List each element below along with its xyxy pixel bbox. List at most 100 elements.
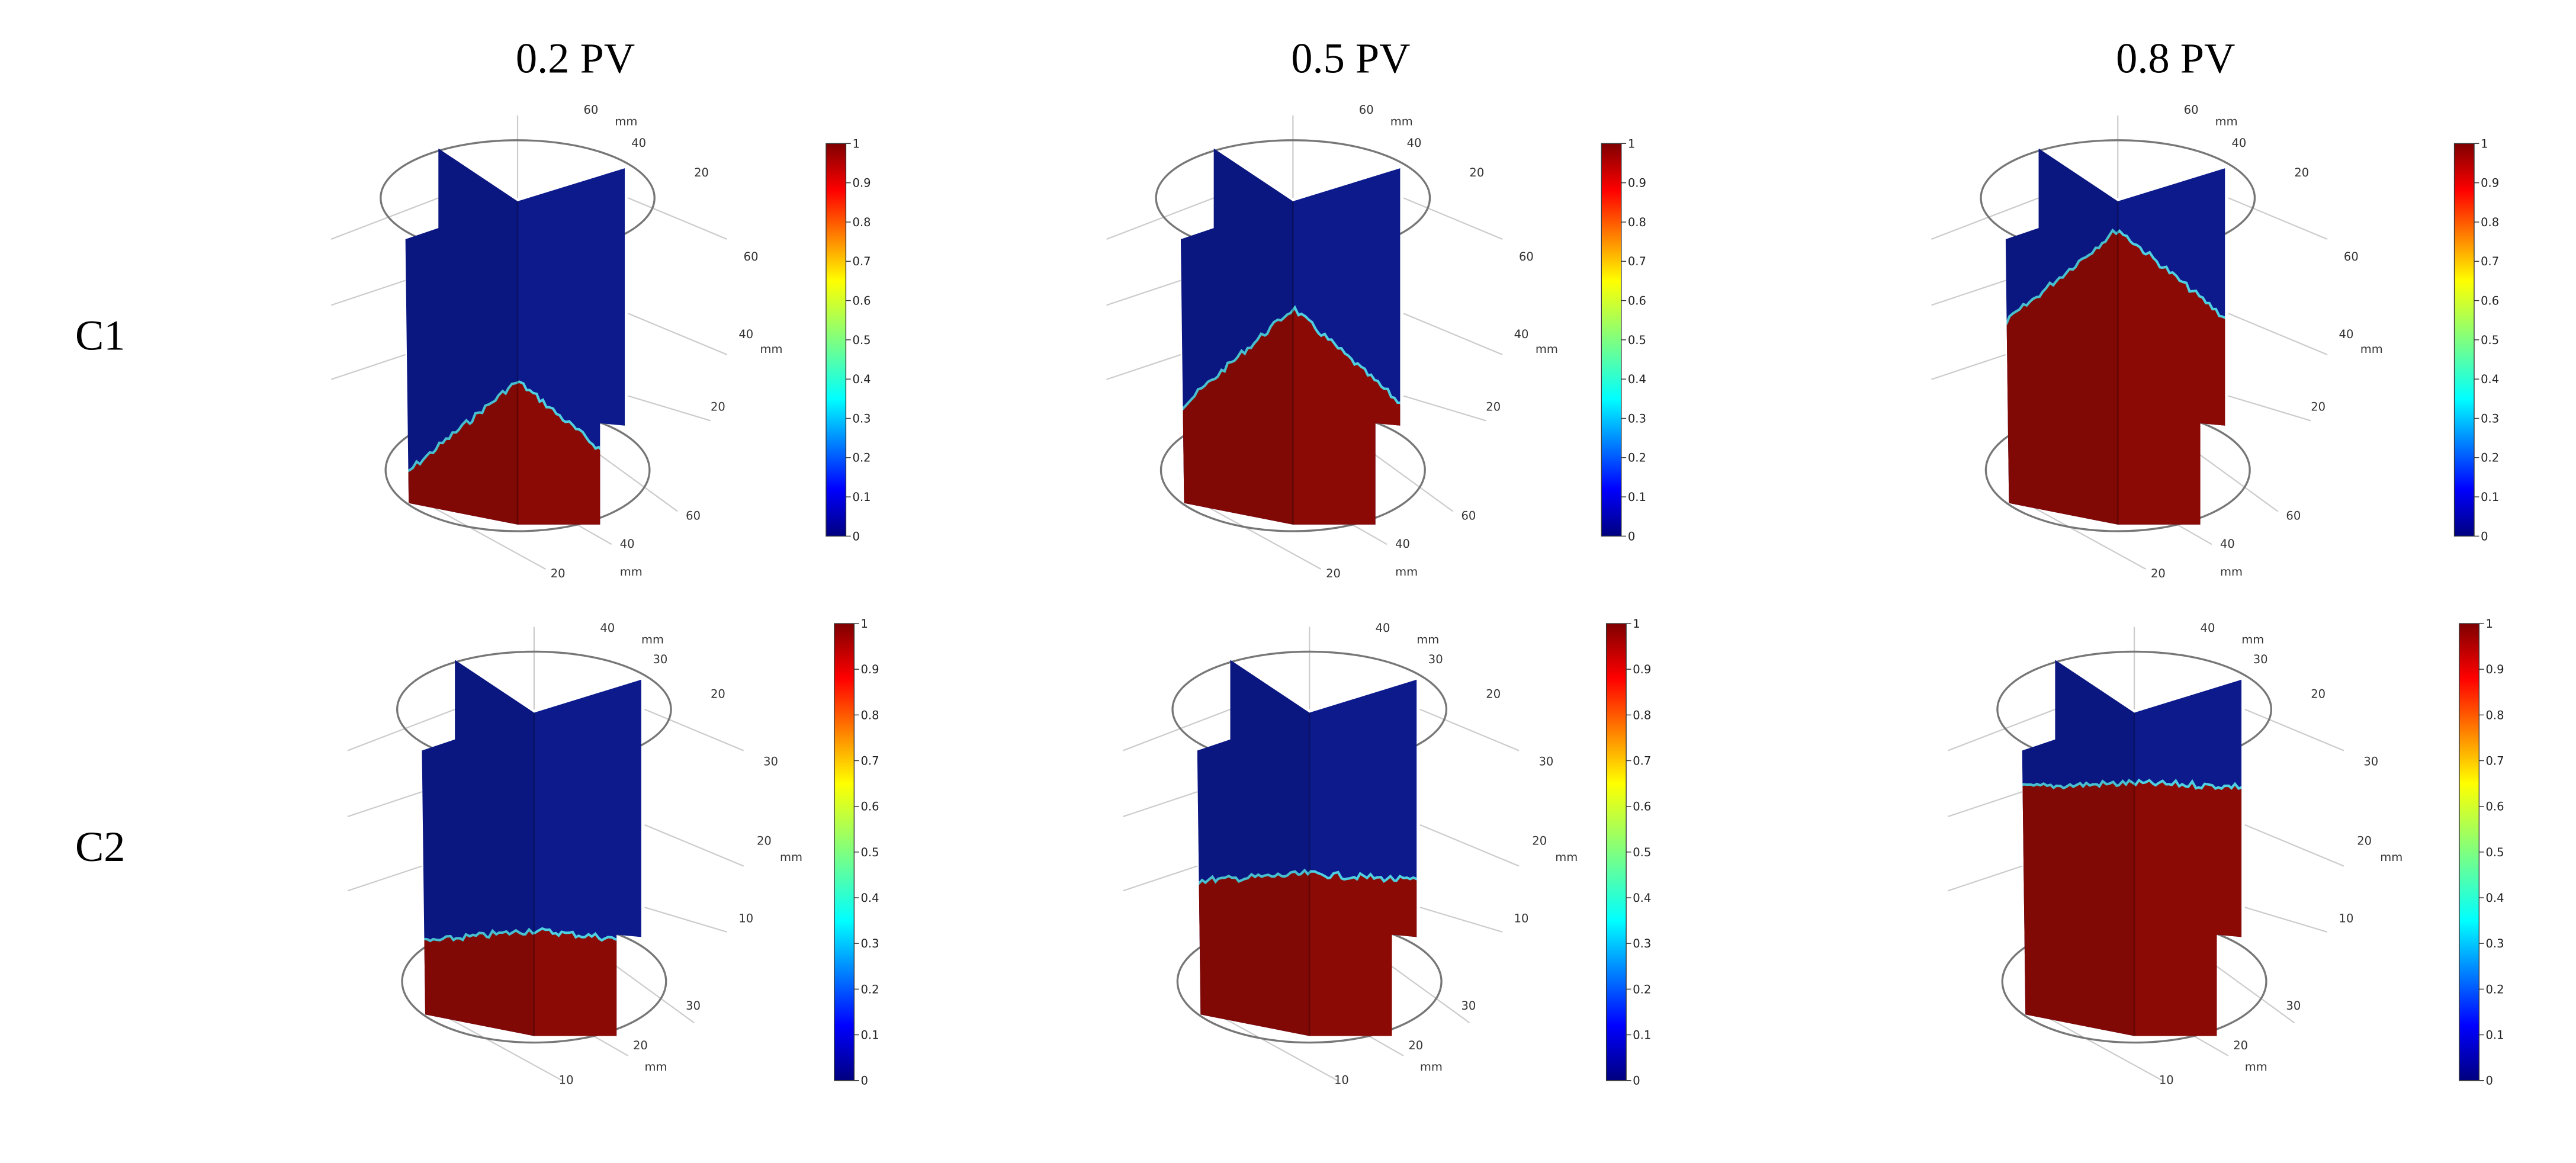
colorbar-tick-label: 0.9 bbox=[1633, 663, 1651, 676]
colorbar-tick-label: 0.7 bbox=[2481, 255, 2499, 268]
colorbar-tick-label: 0.1 bbox=[853, 490, 871, 504]
colorbar-tick-label: 0.2 bbox=[1628, 451, 1646, 465]
column-header: 0.8 PV bbox=[2116, 34, 2235, 82]
axis-tick-label: mm bbox=[645, 1060, 667, 1074]
colorbar bbox=[2453, 143, 2475, 537]
planes bbox=[2005, 148, 2225, 525]
row-label: C1 bbox=[75, 311, 126, 359]
axis-tick-label: 20 bbox=[2311, 687, 2326, 701]
colorbar-tick-label: 0.8 bbox=[1628, 216, 1646, 229]
axis-tick-label: mm bbox=[2380, 850, 2402, 864]
axis-tick-label: mm bbox=[1420, 1060, 1443, 1074]
axis-line bbox=[644, 907, 728, 933]
axis-line bbox=[1947, 791, 2023, 818]
axis-tick-label: mm bbox=[780, 850, 802, 864]
colorbar-tick-label: 0.8 bbox=[860, 708, 879, 722]
axis-tick-label: 20 bbox=[2311, 400, 2326, 414]
axis-line bbox=[1106, 354, 1181, 380]
colorbar-tick-label: 0.3 bbox=[860, 937, 879, 950]
colorbar-tick-label: 0.5 bbox=[853, 333, 871, 347]
colorbar-tick-label: 0 bbox=[2486, 1074, 2493, 1088]
axis-tick-label: 60 bbox=[1462, 509, 1476, 523]
red-phase bbox=[2005, 232, 2225, 525]
axis-line bbox=[2228, 313, 2328, 355]
axis-line bbox=[628, 197, 728, 240]
colorbar-tick-label: 0.7 bbox=[853, 255, 871, 268]
axis-tick-label: 20 bbox=[1326, 567, 1341, 580]
planes bbox=[1197, 660, 1417, 1036]
axis-line bbox=[1123, 708, 1231, 751]
axis-tick-label: mm bbox=[641, 632, 664, 646]
shade bbox=[2022, 660, 2135, 1036]
axis-tick-label: 10 bbox=[1334, 1073, 1349, 1087]
axis-tick-label: 20 bbox=[1408, 1039, 1423, 1052]
axis-tick-label: mm bbox=[620, 565, 643, 579]
colorbar-tick-label: 0.6 bbox=[860, 800, 879, 814]
colorbar-tick-label: 0.4 bbox=[853, 372, 871, 386]
colorbar-tick-label: 0.6 bbox=[2481, 294, 2499, 308]
axis-line bbox=[1931, 354, 2006, 380]
colorbar-tick-label: 0 bbox=[2481, 529, 2488, 543]
colorbar-tick-label: 1 bbox=[853, 137, 860, 150]
colorbar bbox=[1601, 143, 1622, 537]
colorbar bbox=[834, 623, 855, 1081]
panel: 40 mm 30 20 30 20 mm 10 30 20 mm 10 bbox=[1123, 621, 1578, 1087]
colorbar-tick-label: 0 bbox=[860, 1074, 868, 1088]
axis-tick-label: 40 bbox=[2220, 537, 2235, 551]
colorbar-tick-label: 0.7 bbox=[1628, 255, 1646, 268]
axis-line bbox=[347, 791, 422, 818]
colorbar bbox=[2459, 623, 2480, 1081]
axis-line bbox=[1123, 865, 1198, 892]
axis-line bbox=[2186, 445, 2279, 512]
axis-tick-label: 40 bbox=[620, 537, 635, 551]
axis-tick-label: mm bbox=[1417, 632, 1439, 646]
colorbar-tick-label: 0 bbox=[1633, 1074, 1640, 1088]
shade bbox=[405, 148, 518, 525]
colorbar-tick-label: 1 bbox=[1633, 617, 1640, 631]
axis-tick-label: 20 bbox=[2151, 567, 2166, 580]
axis-tick-label: mm bbox=[2241, 632, 2264, 646]
colorbar-tick-label: 0.9 bbox=[2481, 176, 2499, 190]
axis-line bbox=[1378, 956, 1470, 1024]
axis-tick-label: 60 bbox=[1359, 103, 1374, 117]
axis-tick-label: 30 bbox=[2363, 755, 2378, 769]
axis-line bbox=[2244, 907, 2328, 933]
panel: 40 mm 30 20 30 20 mm 10 30 20 mm 10 bbox=[347, 621, 802, 1087]
colorbar-tick-label: 0.1 bbox=[2486, 1029, 2504, 1042]
axis-tick-label: 40 bbox=[631, 136, 646, 150]
axis-tick-label: 10 bbox=[738, 911, 753, 925]
axis-tick-label: mm bbox=[1536, 342, 1558, 356]
colorbar-tick-label: 0.4 bbox=[1633, 891, 1651, 905]
colorbar-tick-label: 1 bbox=[2481, 137, 2488, 150]
colorbar-tick-label: 0.3 bbox=[1628, 412, 1646, 425]
axis-line bbox=[1947, 708, 2055, 751]
axis-tick-label: mm bbox=[760, 342, 783, 356]
panel: 60 mm 40 20 60 40 mm 20 60 40 20 mm bbox=[1931, 103, 2383, 580]
axis-line bbox=[1931, 197, 2039, 240]
axis-tick-label: 20 bbox=[694, 166, 709, 179]
axis-tick-label: 20 bbox=[1532, 834, 1547, 847]
axis-tick-label: 20 bbox=[711, 687, 725, 701]
axis-line bbox=[628, 313, 728, 355]
axis-tick-label: 40 bbox=[1376, 621, 1390, 635]
axis-line bbox=[1361, 445, 1454, 512]
axis-tick-label: mm bbox=[2360, 342, 2383, 356]
axis-line bbox=[2228, 197, 2328, 240]
axis-tick-label: 20 bbox=[711, 400, 725, 414]
axis-tick-label: 20 bbox=[1469, 166, 1484, 179]
colorbar-tick-label: 0.3 bbox=[1633, 937, 1651, 950]
axis-tick-label: 30 bbox=[1428, 653, 1443, 666]
colorbar-tick-label: 0.7 bbox=[860, 754, 879, 768]
colorbar-tick-label: 0.5 bbox=[1628, 333, 1646, 347]
colorbar-tick-label: 0.4 bbox=[2486, 891, 2504, 905]
axis-line bbox=[644, 708, 744, 751]
axis-tick-label: 20 bbox=[2294, 166, 2309, 179]
colorbar bbox=[1605, 623, 1627, 1081]
axis-line bbox=[347, 708, 455, 751]
colorbar-tick-label: 0.3 bbox=[2481, 412, 2499, 425]
axis-tick-label: 10 bbox=[1514, 911, 1529, 925]
axis-line bbox=[1419, 824, 1520, 867]
axis-tick-label: 10 bbox=[2159, 1073, 2174, 1087]
axis-line bbox=[2228, 395, 2311, 422]
axis-line bbox=[1106, 279, 1181, 306]
